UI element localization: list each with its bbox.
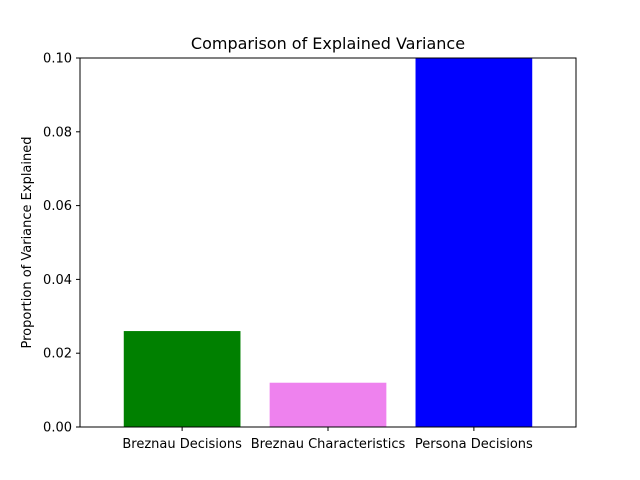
chart-title: Comparison of Explained Variance [191, 34, 465, 53]
y-tick-label: 0.08 [43, 125, 72, 140]
x-axis: Breznau Decisions Breznau Characteristics… [122, 427, 533, 452]
bar-persona-decisions [415, 58, 533, 427]
y-tick-label: 0.10 [43, 52, 72, 67]
x-tick-label: Breznau Characteristics [251, 437, 406, 452]
y-axis: 0.00 0.02 0.04 0.06 0.08 0.10 [43, 52, 80, 436]
y-tick-label: 0.02 [43, 347, 72, 362]
x-tick-label: Persona Decisions [415, 437, 533, 452]
x-tick-label: Breznau Decisions [122, 437, 242, 452]
bar-breznau-decisions [123, 331, 241, 427]
y-tick-label: 0.04 [43, 273, 72, 288]
y-tick-label: 0.06 [43, 199, 72, 214]
y-axis-label: Proportion of Variance Explained [20, 137, 35, 349]
bars-group [123, 58, 533, 427]
y-tick-label: 0.00 [43, 421, 72, 436]
bar-breznau-characteristics [269, 382, 387, 427]
